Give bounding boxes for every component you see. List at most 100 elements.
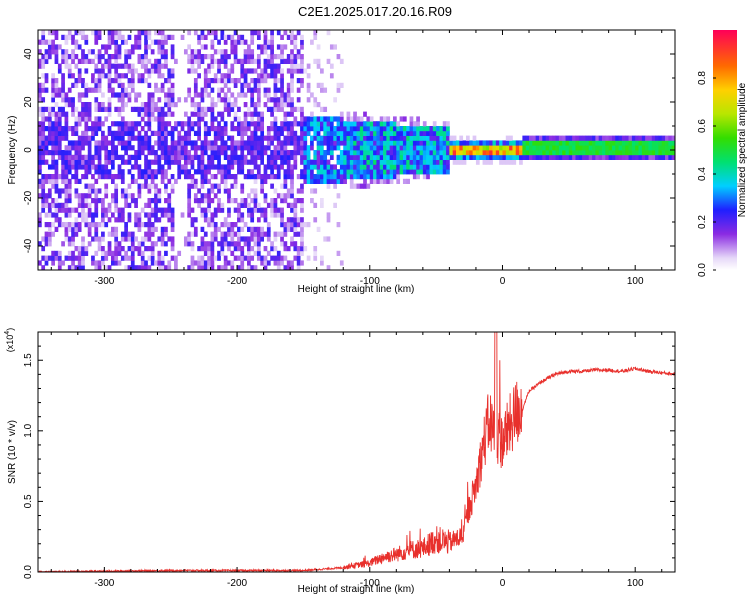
spectrogram-cell bbox=[313, 116, 318, 122]
spectrogram-cell bbox=[359, 169, 364, 175]
spectrogram-cell bbox=[217, 58, 221, 64]
spectrogram-cell bbox=[193, 154, 198, 160]
spectrogram-cell bbox=[316, 135, 321, 141]
spectrogram-cell bbox=[81, 174, 85, 180]
spectrogram-cell bbox=[110, 212, 115, 218]
spectrogram-cell bbox=[207, 250, 211, 256]
spectrogram-cell bbox=[243, 121, 248, 127]
colorbar-ticks: 0.00.20.40.60.8 bbox=[697, 71, 716, 277]
spectrogram-cell bbox=[210, 164, 215, 170]
spectrogram-cell bbox=[250, 255, 255, 261]
spectrogram-cell bbox=[147, 140, 152, 146]
spectrogram-cell bbox=[240, 255, 245, 261]
spectrogram-cell bbox=[54, 34, 59, 40]
spectrogram-cell bbox=[290, 68, 294, 74]
spectrogram-cell bbox=[170, 150, 175, 156]
spectrogram-cell bbox=[230, 241, 235, 247]
spectrogram-cell bbox=[97, 121, 102, 127]
spectrogram-cell bbox=[459, 150, 464, 156]
spectrogram-cell bbox=[376, 135, 381, 141]
spectrogram-cell bbox=[67, 154, 72, 160]
spectrogram-cell bbox=[237, 92, 241, 98]
spectrogram-cell bbox=[127, 202, 132, 208]
spectrogram-cell bbox=[223, 54, 228, 60]
spectrogram-cell bbox=[283, 111, 288, 117]
spectrogram-cell bbox=[276, 135, 281, 141]
spectrogram-cell bbox=[336, 250, 341, 256]
spectrogram-cell bbox=[114, 193, 119, 199]
spectrogram-cell bbox=[300, 39, 304, 45]
spectrogram-cell bbox=[588, 135, 593, 141]
spectrogram-cell bbox=[283, 178, 288, 184]
spectrogram-cell bbox=[532, 145, 537, 151]
spectrogram-cell bbox=[57, 135, 62, 141]
spectrogram-cell bbox=[101, 255, 105, 261]
spectrogram-cell bbox=[349, 126, 354, 132]
spectrogram-cell bbox=[61, 260, 65, 266]
spectrogram-cell bbox=[71, 102, 75, 108]
spectrogram-cell bbox=[416, 126, 420, 132]
spectrogram-cell bbox=[512, 145, 517, 151]
spectrogram-cell bbox=[621, 154, 626, 160]
spectrogram-cell bbox=[124, 87, 128, 93]
spectrogram-cell bbox=[260, 68, 265, 74]
spectrogram-cell bbox=[57, 130, 62, 136]
spectrogram-cell bbox=[233, 78, 238, 84]
spectrogram-cell bbox=[61, 111, 65, 117]
spectrogram-cell bbox=[157, 58, 162, 64]
spectrogram-cell bbox=[499, 145, 503, 151]
spectrogram-cell bbox=[353, 154, 357, 160]
spectrogram-cell bbox=[290, 222, 294, 228]
spectrogram-cell bbox=[41, 116, 46, 122]
spectrogram-cell bbox=[323, 121, 328, 127]
spectrogram-cell bbox=[230, 63, 235, 69]
spectrogram-cell bbox=[525, 150, 530, 156]
spectrogram-cell bbox=[117, 63, 122, 69]
spectrogram-cell bbox=[190, 260, 195, 266]
spectrogram-cell bbox=[137, 121, 142, 127]
spectrogram-cell bbox=[200, 260, 205, 266]
spectrogram-cell bbox=[273, 236, 278, 242]
spectrogram-cell bbox=[329, 126, 334, 132]
spectrogram-cell bbox=[144, 231, 148, 237]
spectrogram-cell bbox=[227, 102, 231, 108]
spectrogram-cell bbox=[253, 102, 258, 108]
spectrogram-cell bbox=[595, 140, 600, 146]
spectrogram-cell bbox=[41, 121, 46, 127]
spectrogram-cell bbox=[94, 121, 99, 127]
spectrogram-cell bbox=[150, 169, 155, 175]
spectrogram-cell bbox=[203, 212, 208, 218]
spectrogram-cell bbox=[535, 145, 540, 151]
spectrogram-cell bbox=[220, 97, 225, 103]
spectrogram-cell bbox=[266, 44, 271, 50]
spectrogram-cell bbox=[240, 226, 245, 232]
spectrogram-cell bbox=[94, 250, 99, 256]
spectrogram-cell bbox=[177, 174, 182, 180]
spectrogram-cell bbox=[290, 73, 294, 79]
spectrogram-cell bbox=[247, 260, 251, 266]
spectrogram-cell bbox=[638, 135, 643, 141]
spectrogram-cell bbox=[399, 159, 404, 165]
spectrogram-cell bbox=[326, 174, 331, 180]
spectrogram-cell bbox=[130, 44, 135, 50]
spectrogram-cell bbox=[164, 231, 168, 237]
spectrogram-cell bbox=[197, 145, 201, 151]
spectrogram-cell bbox=[326, 126, 331, 132]
spectrogram-cell bbox=[87, 212, 92, 218]
spectrogram-cell bbox=[280, 212, 284, 218]
spectrogram-cell bbox=[167, 193, 172, 199]
spectrogram-cell bbox=[575, 150, 580, 156]
spectrogram-cell bbox=[38, 58, 42, 64]
spectrogram-cell bbox=[419, 126, 424, 132]
spectrogram-cell bbox=[392, 150, 397, 156]
spectrogram-cell bbox=[263, 178, 268, 184]
spectrogram-cell bbox=[625, 145, 629, 151]
spectrogram-cell bbox=[87, 49, 92, 55]
spectrogram-cell bbox=[160, 34, 165, 40]
spectrogram-cell bbox=[270, 126, 274, 132]
spectrogram-cell bbox=[47, 236, 52, 242]
spectrogram-cell bbox=[77, 140, 82, 146]
spectrogram-cell bbox=[154, 63, 158, 69]
spectrogram-cell bbox=[263, 78, 268, 84]
spectrogram-cell bbox=[333, 44, 337, 50]
